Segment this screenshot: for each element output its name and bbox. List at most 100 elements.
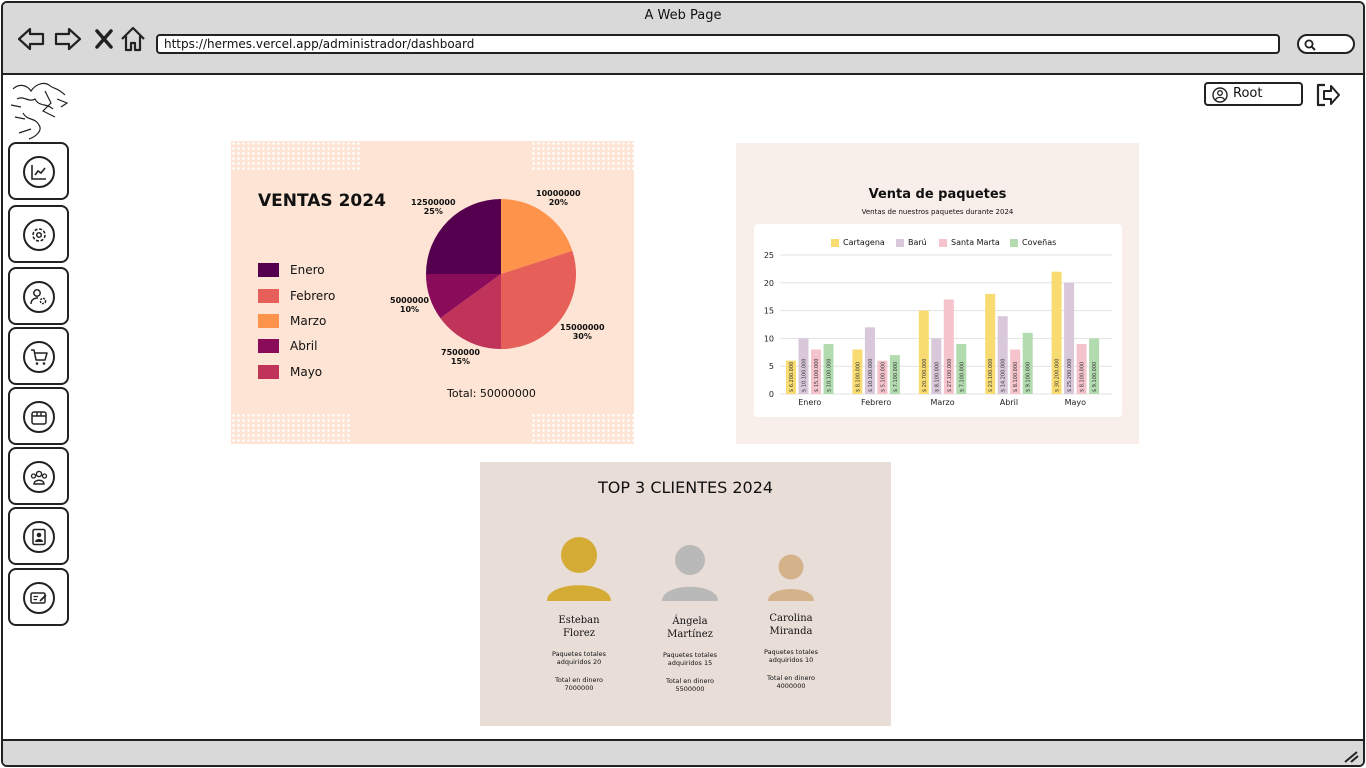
client-name: Ángela Martínez — [667, 616, 713, 640]
resize-grip-icon[interactable] — [1343, 749, 1359, 763]
browser-statusbar — [3, 739, 1363, 765]
x-tick-label: Enero — [798, 398, 821, 407]
legend-swatch — [258, 289, 279, 303]
bar-value-label: $ 7.100.000 — [893, 362, 899, 392]
sidebar-icon-ring — [23, 281, 55, 313]
client-total: Total en dinero 5500000 — [666, 677, 714, 693]
close-x-icon[interactable] — [91, 25, 119, 53]
sidebar-item-reports[interactable] — [8, 568, 69, 626]
bar-value-label: $ 8.100.000 — [855, 362, 861, 392]
sidebar-icon-ring — [23, 521, 55, 553]
browser-search-box[interactable] — [1297, 34, 1355, 54]
y-tick-label: 25 — [764, 251, 774, 260]
bar-value-label: $ 8.100.000 — [1080, 362, 1086, 392]
bar-abril-santa-marta — [1010, 349, 1021, 394]
bar-febrero-barú — [864, 327, 875, 394]
bar-marzo-coveñas — [956, 343, 967, 394]
bar-enero-cartagena — [786, 360, 796, 394]
bar-febrero-cartagena — [852, 349, 863, 394]
ventas-card: VENTAS 2024 Enero Febrero Marzo Abril Ma… — [231, 141, 634, 444]
halftone-decoration — [531, 141, 634, 171]
client-name: Esteban Florez — [558, 615, 600, 639]
bar-legend-cartagena: Cartagena — [831, 239, 885, 247]
sidebar-item-dashboard[interactable] — [8, 142, 69, 200]
users-group-icon — [30, 470, 48, 485]
sidebar-item-user-settings[interactable] — [8, 267, 69, 325]
client-total: Total en dinero 4000000 — [767, 674, 815, 690]
legend-swatch — [1010, 239, 1018, 247]
sidebar-icon-ring — [23, 341, 55, 373]
legend-label: Marzo — [290, 314, 327, 328]
sidebar-icon-ring — [23, 156, 55, 188]
client-total: Total en dinero 7000000 — [555, 676, 603, 692]
bar-value-label: $ 10.100.000 — [827, 359, 833, 392]
pie-label-febrero: 15000000 30% — [560, 323, 605, 341]
pie-slice-enero — [426, 199, 501, 274]
logout-icon[interactable] — [1315, 83, 1341, 107]
bar-value-label: $ 25.200.000 — [1067, 359, 1073, 392]
sidebar-item-clients[interactable] — [8, 447, 69, 505]
sidebar-item-settings[interactable] — [8, 205, 69, 263]
y-tick-label: 0 — [769, 390, 774, 399]
bar-legend-covenas: Coveñas — [1010, 239, 1056, 247]
sidebar-icon-ring — [23, 582, 55, 614]
bar-value-label: $ 9.100.000 — [1026, 362, 1032, 392]
cart-icon — [31, 349, 48, 365]
bar-value-label: $ 10.100.000 — [868, 359, 874, 392]
top-clientes-title: TOP 3 CLIENTES 2024 — [597, 478, 774, 497]
sidebar-icon-ring — [23, 461, 55, 493]
browser-titlebar: A Web Page https://hermes.vercel.app/adm… — [3, 3, 1363, 75]
url-bar[interactable]: https://hermes.vercel.app/administrador/… — [156, 34, 1280, 54]
legend-swatch — [258, 263, 279, 277]
user-avatar-icon — [1212, 87, 1228, 103]
sidebar-item-cart[interactable] — [8, 327, 69, 385]
back-arrow-icon[interactable] — [17, 25, 45, 53]
bar-abril-cartagena — [985, 293, 996, 394]
bar-abril-barú — [997, 316, 1008, 394]
pie-slice-febrero — [501, 250, 576, 349]
client-avatar-icon — [662, 545, 718, 601]
bar-mayo-barú — [1064, 282, 1075, 394]
client-name: Carolina Miranda — [769, 613, 813, 637]
y-tick-label: 20 — [764, 279, 774, 288]
chart-line-icon — [31, 165, 46, 180]
paquetes-chart-panel: Cartagena Barú Santa Marta Coveñas 0 5 10 1… — [754, 224, 1122, 417]
home-icon[interactable] — [119, 25, 147, 53]
settings-gear-icon — [32, 228, 46, 242]
bar-value-label: $ 30.200.000 — [1055, 359, 1061, 392]
paquetes-bar-chart: 0 5 10 15 20 25 $ 6.200.000 $ 10.100.000 $ 15.10… — [764, 251, 1112, 407]
bar-value-label: $ 8.100.000 — [1013, 362, 1019, 392]
legend-label: Enero — [290, 263, 325, 277]
paquetes-title: Venta de paquetes — [868, 187, 1007, 202]
pie-slice-mayo — [440, 274, 501, 349]
legend-swatch — [258, 339, 279, 353]
client-packages: Paquetes totales adquiridos 10 — [763, 648, 819, 664]
client-avatar-icon — [768, 554, 814, 601]
ventas-title: VENTAS 2024 — [258, 191, 386, 211]
bar-legend-baru: Barú — [896, 239, 927, 247]
client-packages: Paquetes totales adquiridos 15 — [662, 651, 718, 667]
forward-arrow-icon[interactable] — [54, 25, 82, 53]
sidebar-item-contacts[interactable] — [8, 507, 69, 565]
client-card-2: Ángela Martínez Paquetes totales adquirido… — [635, 544, 745, 693]
user-name-label: Root — [1233, 86, 1263, 101]
sidebar-icon-ring — [23, 401, 55, 433]
user-account-button[interactable]: Root — [1204, 82, 1303, 106]
bar-value-label: $ 8.100.000 — [934, 362, 940, 392]
client-avatar-icon — [547, 537, 611, 601]
top-clientes-card: TOP 3 CLIENTES 2024 Esteban Florez Paquet… — [480, 462, 891, 726]
bar-enero-coveñas — [823, 343, 834, 394]
pie-label-enero: 12500000 25% — [411, 198, 456, 216]
bar-value-label: $ 6.200.000 — [789, 362, 795, 392]
sidebar-item-packages[interactable] — [8, 387, 69, 445]
paquetes-subtitle: Ventas de nuestros paquetes durante 2024 — [861, 208, 1014, 216]
y-tick-label: 15 — [764, 307, 774, 316]
y-tick-label: 5 — [769, 362, 774, 371]
x-tick-label: Marzo — [930, 398, 954, 407]
pie-label-marzo: 10000000 20% — [536, 189, 581, 207]
legend-label: Febrero — [290, 289, 336, 303]
sidebar-icon-ring — [23, 219, 55, 251]
legend-swatch — [831, 239, 839, 247]
search-icon — [1304, 39, 1316, 51]
bar-febrero-coveñas — [889, 355, 900, 394]
